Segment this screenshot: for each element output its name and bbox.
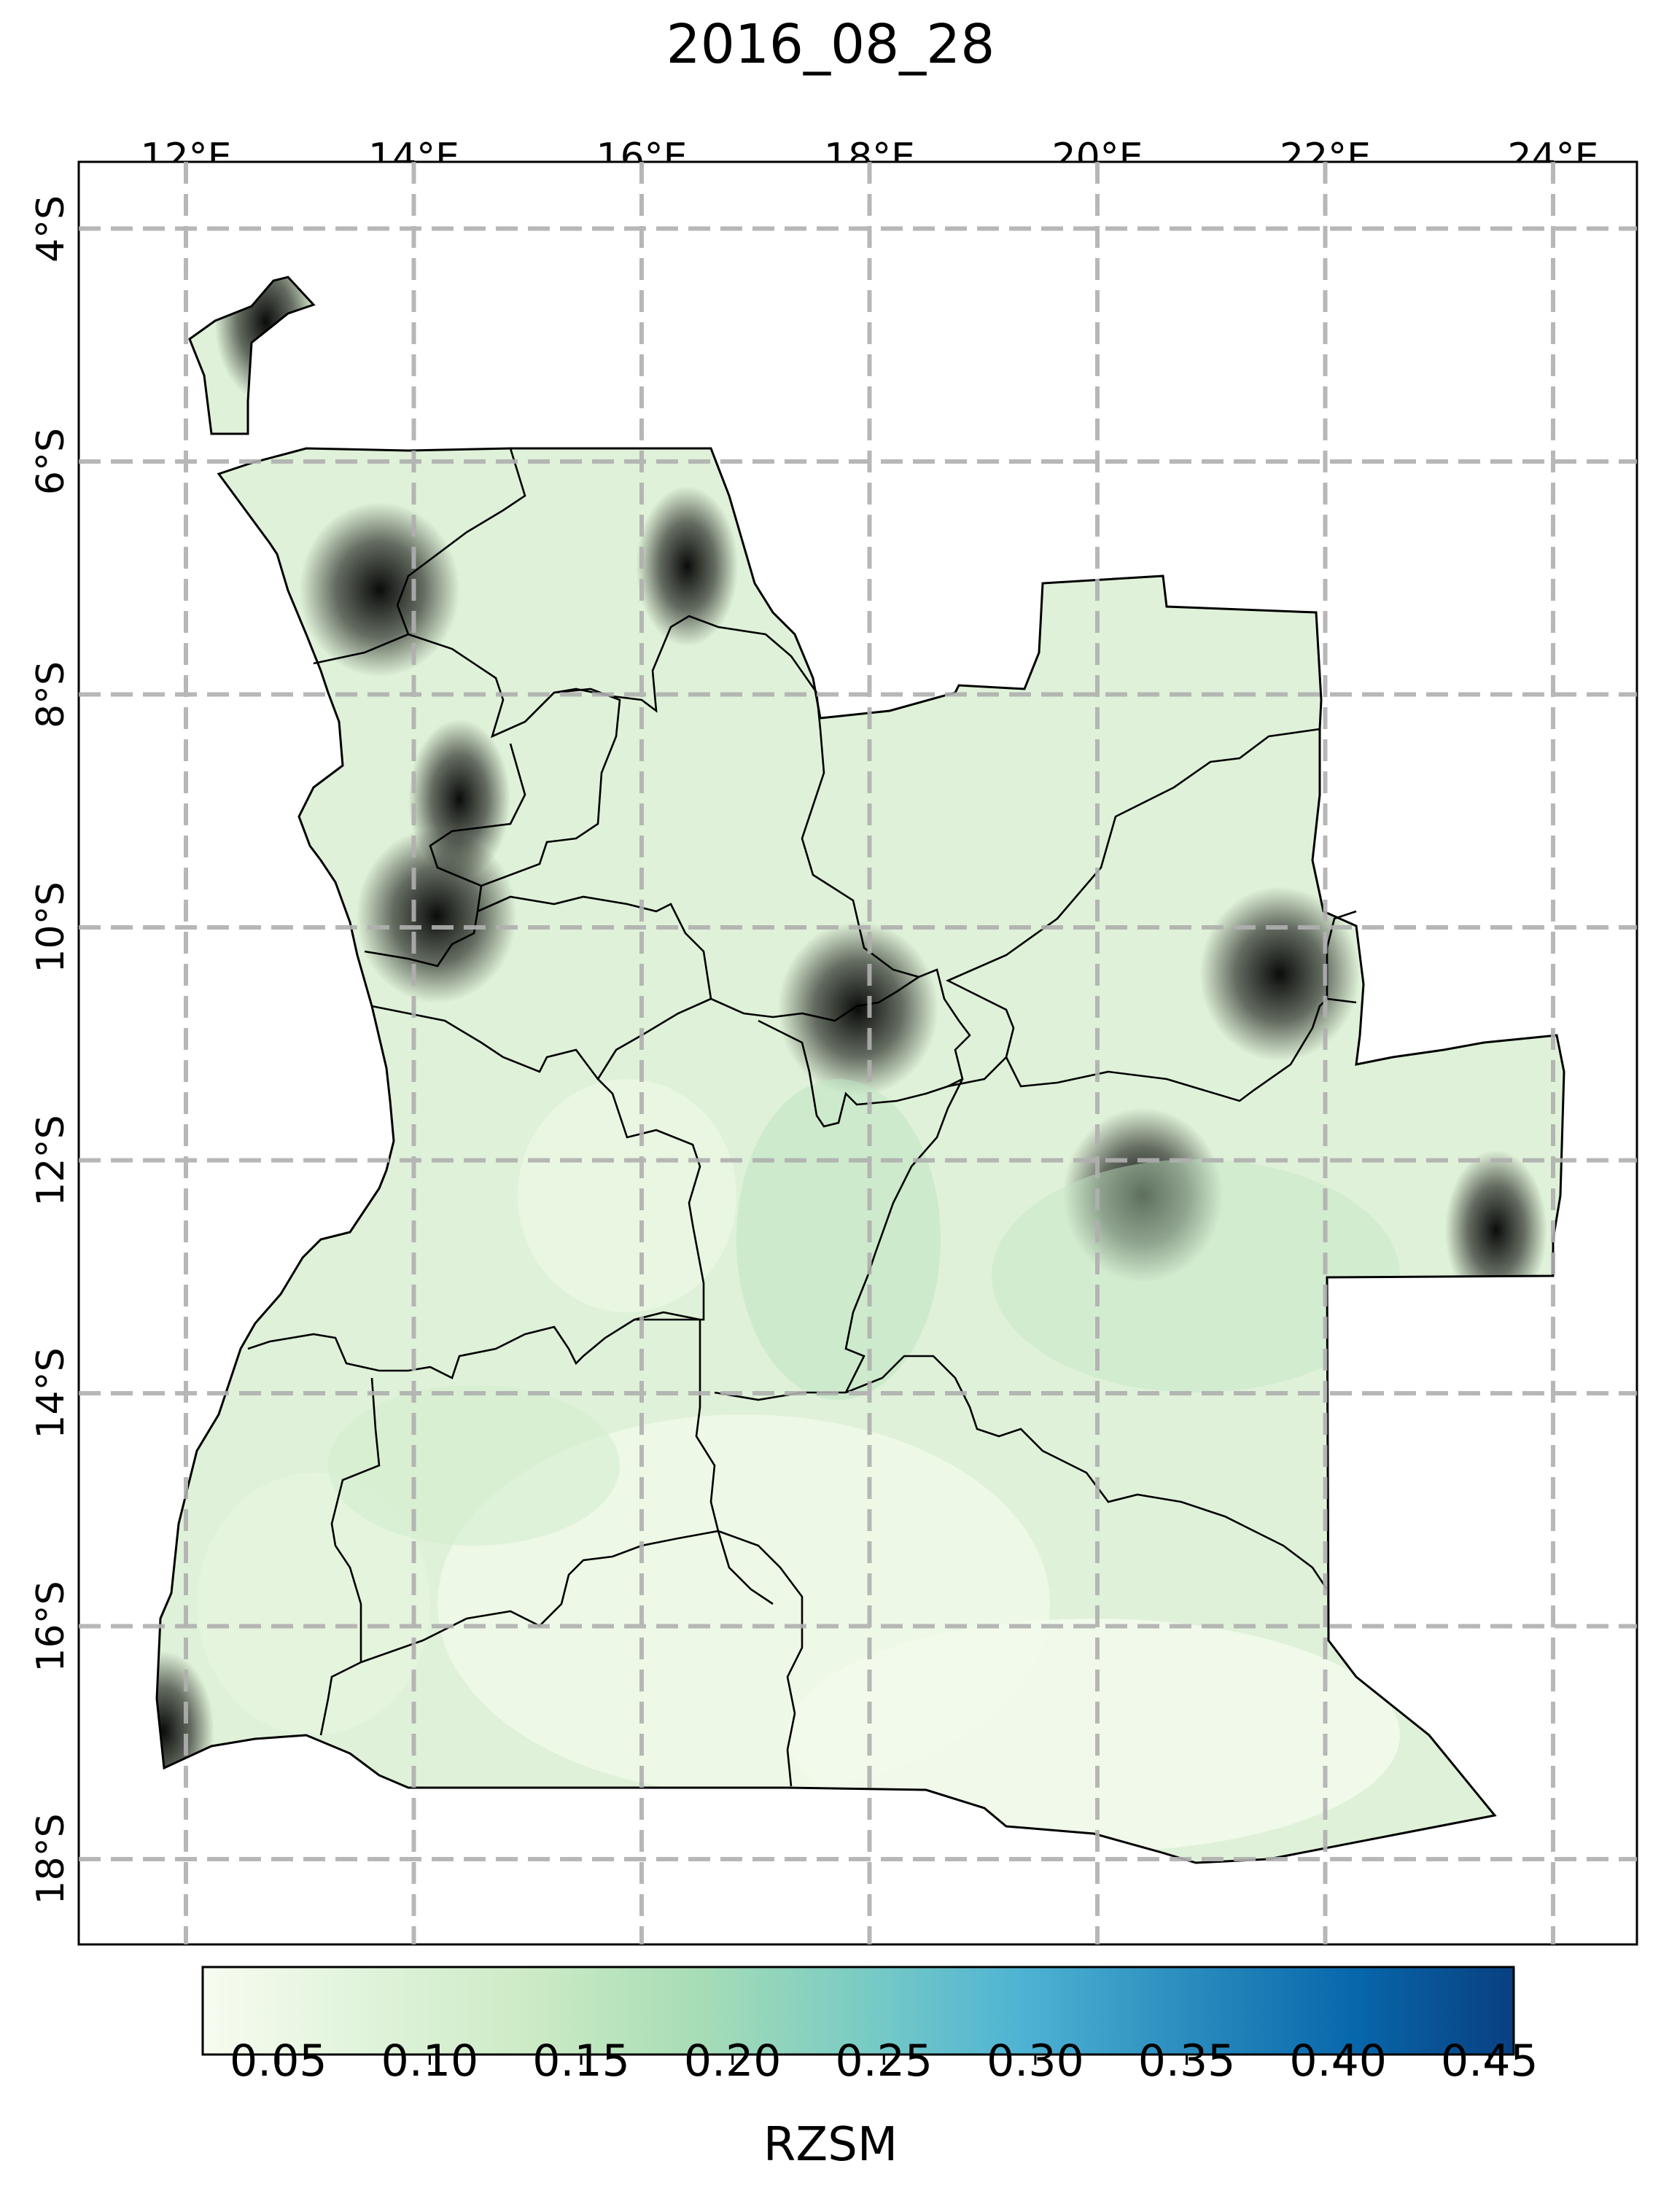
colorbar-tick-label: 0.05 xyxy=(230,2036,327,2087)
moisture-hotspot xyxy=(636,486,739,647)
moisture-hotspot xyxy=(356,828,517,1004)
moisture-hotspot xyxy=(1062,1107,1224,1283)
colorbar xyxy=(201,1966,1515,2065)
colorbar-label: RZSM xyxy=(763,2118,898,2172)
colorbar-gradient xyxy=(201,1966,1515,2056)
colorbar-tick-label: 0.30 xyxy=(987,2036,1084,2087)
colorbar-tick-label: 0.35 xyxy=(1137,2036,1236,2087)
moisture-hotspot xyxy=(1199,886,1360,1062)
colorbar-tick-label: 0.20 xyxy=(683,2036,782,2087)
colorbar-tick-label: 0.45 xyxy=(1440,2036,1539,2087)
moisture-hotspot xyxy=(1444,1150,1547,1311)
moisture-hotspot xyxy=(777,921,938,1097)
gridlines xyxy=(79,162,1637,1944)
colorbar-tick-label: 0.10 xyxy=(381,2036,479,2087)
map-title: 2016_08_28 xyxy=(666,13,995,76)
colorbar-tick-label: 0.25 xyxy=(835,2036,933,2087)
moisture-hotspot xyxy=(299,502,460,677)
colorbar-tick-label: 0.40 xyxy=(1289,2036,1387,2087)
colorbar-tick-label: 0.15 xyxy=(532,2036,630,2087)
